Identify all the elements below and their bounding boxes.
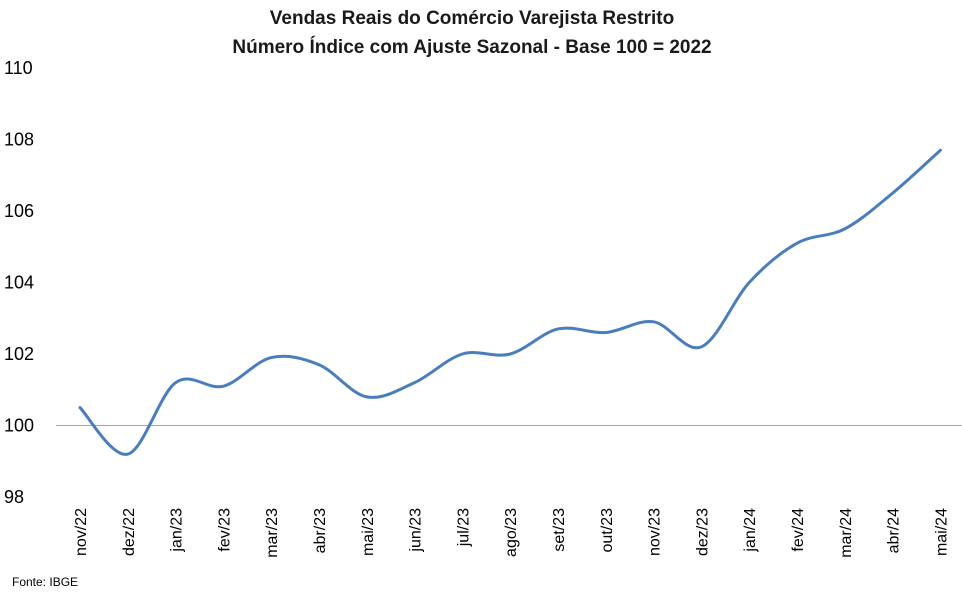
y-tick-label: 98 — [4, 487, 24, 507]
x-tick-label: jan/24 — [742, 508, 759, 553]
x-tick-label: mar/24 — [838, 508, 855, 558]
y-axis: 98 100 102 104 106 108 110 — [4, 58, 34, 507]
source-note: Fonte: IBGE — [12, 575, 78, 589]
x-tick-label: dez/22 — [121, 508, 138, 556]
x-tick-label: nov/22 — [73, 508, 90, 556]
x-tick-label: mai/24 — [933, 508, 950, 556]
x-tick-label: nov/23 — [647, 508, 664, 556]
chart-subtitle: Número Índice com Ajuste Sazonal - Base … — [232, 36, 711, 58]
chart-title: Vendas Reais do Comércio Varejista Restr… — [270, 8, 674, 29]
x-tick-label: out/23 — [599, 508, 616, 553]
x-tick-label: jul/23 — [455, 508, 472, 547]
y-tick-label: 106 — [4, 201, 34, 221]
x-tick-label: mai/23 — [360, 508, 377, 556]
series-line — [78, 148, 942, 456]
y-tick-label: 104 — [4, 273, 34, 293]
y-tick-label: 100 — [4, 416, 34, 436]
x-tick-label: mar/23 — [264, 508, 281, 558]
y-tick-label: 108 — [4, 130, 34, 150]
y-tick-label: 110 — [4, 58, 33, 78]
x-tick-label: dez/23 — [694, 508, 711, 556]
x-tick-label: set/23 — [551, 508, 568, 552]
x-axis: nov/22 dez/22 jan/23 fev/23 mar/23 abr/23 mai/… — [73, 508, 950, 558]
x-tick-label: fev/23 — [216, 508, 233, 552]
y-tick-label: 102 — [4, 344, 34, 364]
x-tick-label: jun/23 — [408, 508, 425, 553]
x-tick-label: jan/23 — [169, 508, 186, 553]
x-tick-label: abr/23 — [312, 508, 329, 553]
x-tick-label: abr/24 — [886, 508, 903, 553]
x-tick-label: fev/24 — [790, 508, 807, 552]
x-tick-label: ago/23 — [503, 508, 520, 557]
